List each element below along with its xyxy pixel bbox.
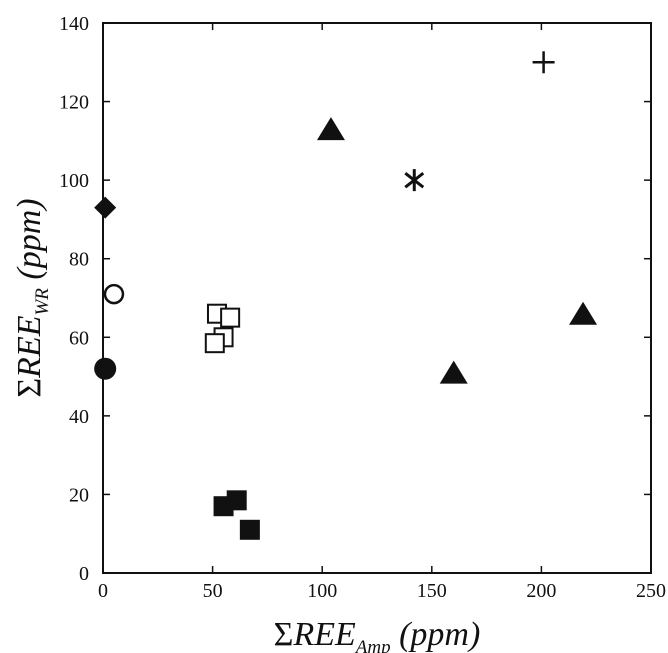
y-axis-title-subscript: WR xyxy=(32,288,53,316)
data-point-triangle xyxy=(569,301,598,325)
data-point-open-square xyxy=(220,307,241,328)
y-axis-title-sigma: Σ xyxy=(11,378,48,398)
data-point-filled-circle xyxy=(94,357,117,380)
x-axis-title: ΣREEAmp (ppm) xyxy=(274,616,481,653)
x-tick-label: 0 xyxy=(98,580,108,602)
data-point-plus xyxy=(532,51,555,74)
x-tick-label: 200 xyxy=(526,580,556,602)
x-tick-label: 50 xyxy=(203,580,223,602)
x-axis-title-main: REE xyxy=(292,616,356,653)
data-markers xyxy=(94,51,598,540)
x-tick-label: 100 xyxy=(307,580,337,602)
x-axis-title-unit: (ppm) xyxy=(391,616,481,653)
y-tick-label: 20 xyxy=(69,484,89,506)
y-axis-title-main: REE xyxy=(11,315,48,379)
y-tick-label: 140 xyxy=(59,13,89,35)
y-axis-title-unit: (ppm) xyxy=(11,198,48,288)
data-point-open-square xyxy=(204,333,225,354)
data-point-open-circle xyxy=(103,283,125,305)
x-tick-label: 150 xyxy=(417,580,447,602)
x-axis-title-subscript: Amp xyxy=(354,637,391,653)
y-tick-label: 60 xyxy=(69,327,89,349)
y-tick-label: 120 xyxy=(59,92,89,114)
y-tick-label: 0 xyxy=(79,563,89,585)
x-tick-label: 250 xyxy=(636,580,666,602)
data-point-filled-square xyxy=(226,490,247,511)
plot-frame xyxy=(102,22,652,574)
y-tick-label: 80 xyxy=(69,249,89,271)
x-axis-title-sigma: Σ xyxy=(274,616,294,653)
data-point-triangle xyxy=(439,360,468,384)
data-point-filled-square xyxy=(239,519,260,540)
y-tick-label: 100 xyxy=(59,170,89,192)
axis-ticks: 0 50 100 150 200 250 0 20 40 60 80 100 120 140 xyxy=(59,13,666,602)
data-point-triangle xyxy=(316,117,345,141)
data-point-asterisk xyxy=(404,169,425,192)
data-point-diamond xyxy=(94,196,117,219)
y-tick-label: 40 xyxy=(69,406,89,428)
y-axis-title: ΣREEWR (ppm) xyxy=(11,198,53,397)
